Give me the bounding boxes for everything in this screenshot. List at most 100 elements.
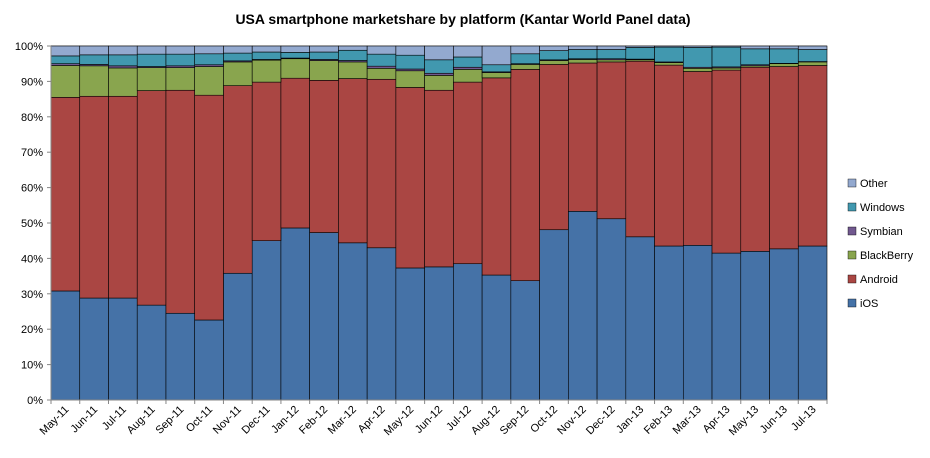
- bar-segment-other: [79, 45, 109, 56]
- bar-segment-windows: [251, 51, 282, 60]
- bar-segment-blackberry: [309, 60, 339, 81]
- bar-segment-windows: [165, 53, 196, 67]
- bar-segment-blackberry: [165, 67, 196, 91]
- legend-label-other: Other: [860, 178, 888, 190]
- bar-segment-windows: [223, 52, 253, 62]
- bar-segment-android: [481, 77, 512, 276]
- bar-segment-android: [539, 64, 569, 231]
- bar-segment-android: [711, 69, 742, 254]
- bar-segment-other: [108, 45, 138, 56]
- bar-segment-other: [280, 45, 310, 53]
- bar-segment-android: [596, 61, 627, 220]
- legend-label-blackberry: BlackBerry: [860, 250, 914, 262]
- bar-segment-other: [395, 45, 425, 56]
- y-tick-label: 90%: [21, 76, 43, 88]
- bar-segment-other: [654, 45, 684, 48]
- bar-segment-other: [568, 45, 598, 50]
- bar-segment-android: [50, 97, 81, 292]
- bar-segment-blackberry: [251, 59, 282, 83]
- bar-segment-ios: [769, 248, 799, 401]
- y-tick-label: 10%: [21, 360, 43, 372]
- bar-segment-android: [395, 87, 425, 269]
- bar-segment-android: [165, 89, 196, 314]
- bar-segment-windows: [481, 64, 512, 73]
- bar-segment-blackberry: [596, 59, 627, 63]
- y-tick-label: 40%: [21, 253, 43, 265]
- bar-segment-android: [568, 62, 598, 212]
- bar-segment-windows: [510, 53, 540, 64]
- bar-segment-ios: [338, 242, 368, 401]
- bar-segment-other: [165, 45, 196, 55]
- bar-segment-android: [338, 78, 368, 244]
- bar-segment-android: [625, 60, 655, 238]
- bar-segment-other: [251, 45, 282, 53]
- bar-segment-ios: [568, 211, 598, 401]
- bar-segment-symbian: [424, 72, 454, 76]
- bar-segment-windows: [568, 49, 598, 60]
- bar-segment-other: [596, 45, 627, 50]
- bar-segment-ios: [79, 297, 109, 401]
- bar-segment-windows: [740, 48, 770, 66]
- bar-segment-ios: [251, 240, 282, 401]
- bar-segment-blackberry: [539, 60, 569, 65]
- bar-segment-ios: [711, 252, 742, 401]
- y-tick-label: 30%: [21, 289, 43, 301]
- bar-segment-ios: [682, 245, 713, 401]
- bar-segment-ios: [223, 272, 253, 401]
- bar-segment-windows: [625, 47, 655, 60]
- bar-segment-android: [280, 77, 310, 229]
- bar-segment-android: [424, 89, 454, 268]
- bar-segment-blackberry: [338, 61, 368, 79]
- bar-segment-windows: [539, 50, 569, 61]
- legend-label-android: Android: [860, 274, 898, 286]
- bar-segment-blackberry: [136, 67, 167, 91]
- legend-swatch-blackberry: [847, 250, 857, 260]
- bar-segment-other: [136, 45, 167, 55]
- bar-segment-other: [424, 45, 454, 61]
- y-tick-label: 50%: [21, 218, 43, 230]
- bar-segment-other: [481, 45, 512, 66]
- bar-segment-blackberry: [769, 63, 799, 67]
- bar-segment-ios: [596, 218, 627, 401]
- legend-swatch-android: [847, 274, 857, 284]
- y-tick-label: 100%: [15, 41, 43, 53]
- bar-segment-blackberry: [395, 70, 425, 88]
- bar-segment-windows: [711, 46, 742, 68]
- bar-segment-android: [654, 64, 684, 247]
- bar-segment-ios: [424, 266, 454, 401]
- bar-segment-blackberry: [568, 59, 598, 64]
- bar-segment-ios: [481, 274, 512, 401]
- bar-segment-android: [136, 90, 167, 306]
- bar-segment-android: [79, 95, 109, 299]
- bar-segment-ios: [194, 319, 224, 401]
- legend-swatch-ios: [847, 298, 857, 308]
- bar-segment-windows: [136, 53, 167, 67]
- bar-segment-blackberry: [481, 72, 512, 79]
- bar-segment-other: [50, 45, 81, 57]
- bar-segment-windows: [194, 53, 224, 66]
- bar-segment-android: [223, 85, 253, 274]
- bar-segment-symbian: [108, 65, 138, 69]
- legend-label-windows: Windows: [860, 202, 905, 214]
- bar-segment-blackberry: [79, 65, 109, 97]
- bar-segment-other: [769, 45, 799, 50]
- bar-segment-ios: [539, 229, 569, 401]
- bar-segment-ios: [625, 236, 655, 401]
- bar-segment-ios: [50, 290, 81, 401]
- chart-title: USA smartphone marketshare by platform (…: [235, 11, 690, 27]
- bar-segment-ios: [136, 304, 167, 401]
- bar-segment-other: [797, 45, 828, 50]
- bar-segment-ios: [309, 232, 339, 401]
- bar-segment-blackberry: [194, 66, 224, 96]
- bar-segment-blackberry: [682, 68, 713, 72]
- bar-segment-android: [769, 66, 799, 250]
- bar-segment-other: [625, 45, 655, 48]
- bar-segment-android: [740, 66, 770, 252]
- bar-segment-blackberry: [453, 69, 483, 83]
- bar-segment-other: [453, 45, 483, 58]
- bar-segment-windows: [108, 54, 138, 67]
- bar-segment-symbian: [366, 65, 397, 69]
- bar-segment-android: [309, 80, 339, 233]
- bar-segment-windows: [395, 54, 425, 70]
